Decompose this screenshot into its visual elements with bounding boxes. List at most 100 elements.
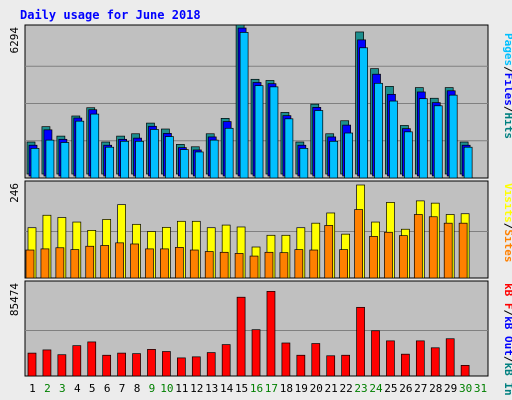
bar-pages-day-30 — [463, 146, 473, 179]
bar-pages-day-22 — [344, 132, 353, 179]
bar-sites-day-20 — [309, 249, 319, 279]
panel-3: 85474 kB F/kB Out/kB In — [8, 280, 512, 396]
bar-sites-day-21 — [324, 225, 334, 279]
bar-sites-day-3 — [55, 247, 65, 279]
bar-sites-day-16 — [249, 255, 259, 279]
bar-kb-f-day-30 — [460, 365, 470, 377]
x-tick-label: 20 — [310, 382, 323, 395]
bar-sites-day-11 — [175, 247, 184, 279]
bar-kb-f-day-24 — [371, 330, 380, 377]
x-tick-label: 18 — [280, 382, 293, 395]
x-tick-label: 11 — [175, 382, 188, 395]
bar-kb-f-day-1 — [27, 352, 37, 377]
bar-pages-day-13 — [209, 139, 219, 179]
bar-sites-day-13 — [204, 251, 214, 279]
bar-pages-day-29 — [448, 94, 458, 179]
bar-kb-f-day-25 — [386, 340, 395, 377]
x-tick-label: 30 — [459, 382, 472, 395]
x-tick-label: 12 — [190, 382, 203, 395]
legend-item: Sites — [502, 229, 512, 262]
bar-sites-day-15 — [234, 253, 244, 279]
bar-pages-day-3 — [60, 142, 70, 179]
bar-pages-day-7 — [120, 140, 129, 179]
x-tick-label: 16 — [250, 382, 263, 395]
legend-item: kB In — [502, 363, 512, 396]
bar-pages-day-8 — [135, 140, 144, 179]
x-tick-label: 29 — [444, 382, 457, 395]
bar-sites-day-2 — [40, 248, 50, 279]
bar-sites-day-19 — [294, 249, 304, 279]
bar-pages-day-5 — [90, 113, 100, 179]
bar-kb-f-day-9 — [147, 349, 156, 377]
x-tick-label: 17 — [265, 382, 278, 395]
legend-item: / — [502, 356, 512, 363]
panel-3-legend: kB F/kB Out/kB In — [502, 283, 512, 396]
x-tick-label: 22 — [339, 382, 352, 395]
bar-kb-f-day-16 — [251, 329, 261, 377]
bar-sites-day-26 — [399, 235, 408, 279]
legend-item: Files — [502, 73, 512, 106]
x-tick-label: 19 — [295, 382, 308, 395]
bar-kb-f-day-27 — [415, 340, 425, 377]
bar-pages-day-27 — [418, 98, 428, 179]
x-tick-label: 31 — [474, 382, 487, 395]
bar-sites-day-23 — [354, 209, 363, 279]
y-max-label: 85474 — [8, 283, 21, 316]
bar-pages-day-15 — [239, 32, 249, 179]
bar-sites-day-29 — [443, 222, 453, 279]
bar-sites-day-10 — [160, 248, 169, 279]
legend-label: kB F/kB Out/kB In — [502, 283, 512, 396]
bar-sites-day-7 — [115, 242, 124, 279]
x-tick-label: 5 — [89, 382, 96, 395]
bar-pages-day-23 — [359, 47, 368, 179]
bar-kb-f-day-20 — [311, 343, 321, 377]
panel-1-legend: Pages/Files/Hits — [502, 33, 512, 139]
x-tick-label: 6 — [104, 382, 111, 395]
bar-sites-day-5 — [85, 245, 95, 279]
x-tick-label: 8 — [134, 382, 141, 395]
bar-kb-f-day-17 — [266, 291, 276, 377]
bar-kb-f-day-14 — [221, 344, 231, 377]
bar-pages-day-11 — [180, 149, 189, 179]
x-tick-label: 24 — [369, 382, 383, 395]
bar-sites-day-14 — [219, 251, 229, 279]
bar-kb-f-day-6 — [102, 354, 112, 377]
bar-sites-day-9 — [145, 248, 154, 279]
bar-pages-day-26 — [404, 131, 413, 179]
bar-sites-day-28 — [428, 216, 438, 279]
bar-kb-f-day-18 — [281, 342, 291, 377]
legend-item: / — [502, 106, 512, 113]
bar-pages-day-21 — [329, 140, 339, 179]
legend-item: / — [502, 66, 512, 73]
y-max-label: 246 — [8, 183, 21, 203]
bar-kb-f-day-5 — [87, 341, 97, 377]
x-tick-label: 9 — [149, 382, 156, 395]
legend-item: Visits — [502, 183, 512, 223]
x-tick-label: 15 — [235, 382, 248, 395]
bar-pages-day-20 — [314, 110, 324, 179]
x-tick-label: 28 — [429, 382, 442, 395]
x-tick-label: 14 — [220, 382, 234, 395]
bar-kb-f-day-21 — [326, 355, 336, 377]
bar-kb-f-day-12 — [191, 356, 201, 377]
bar-kb-f-day-28 — [430, 347, 440, 377]
bar-pages-day-17 — [269, 86, 279, 179]
chart-title: Daily usage for June 2018 — [20, 8, 201, 22]
legend-item: Hits — [502, 113, 512, 140]
bar-pages-day-12 — [194, 151, 204, 179]
bar-pages-day-19 — [299, 148, 309, 179]
bar-pages-day-14 — [224, 127, 234, 179]
bar-sites-day-18 — [279, 252, 289, 279]
x-tick-label: 3 — [59, 382, 66, 395]
bar-pages-day-4 — [75, 120, 85, 179]
bar-kb-f-day-11 — [177, 357, 186, 377]
y-max-label: 6294 — [8, 27, 21, 54]
bar-sites-day-25 — [384, 231, 393, 279]
x-tick-label: 25 — [384, 382, 397, 395]
bar-kb-f-day-7 — [117, 352, 126, 377]
bar-sites-day-6 — [100, 245, 110, 279]
x-tick-label: 13 — [205, 382, 218, 395]
x-tick-label: 27 — [414, 382, 427, 395]
panel-2: 246 Visits/Sites — [8, 180, 512, 279]
bar-sites-day-1 — [25, 249, 35, 279]
